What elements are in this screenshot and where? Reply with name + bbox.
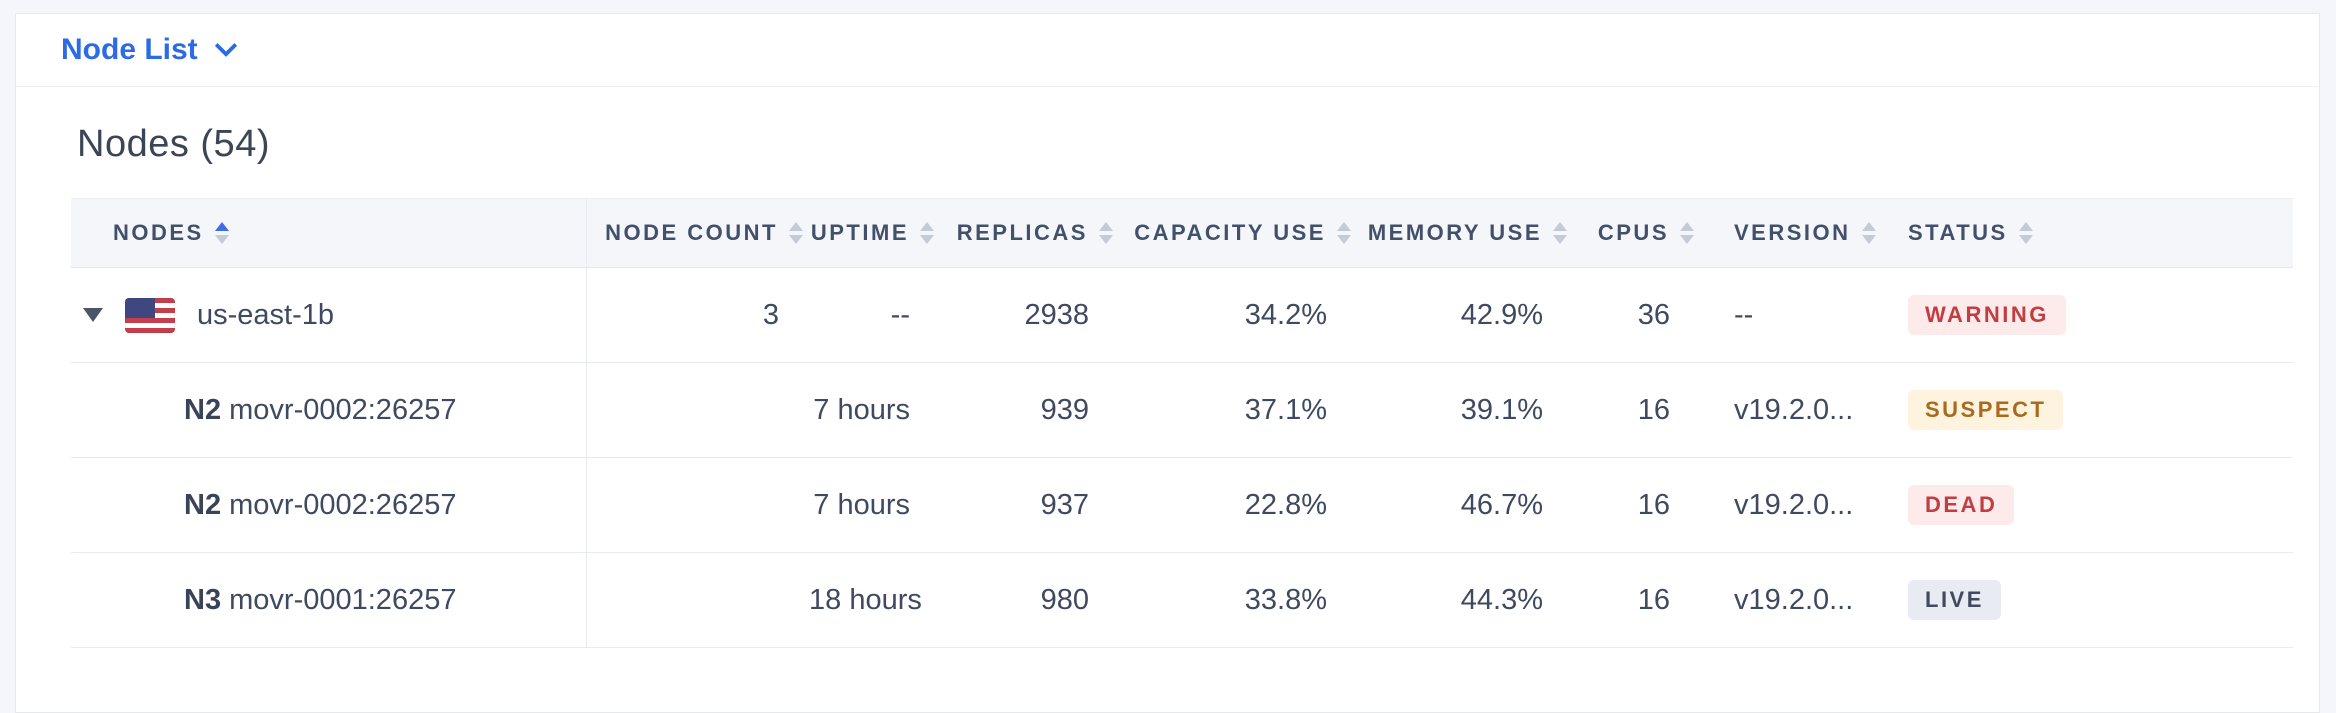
table-row-node[interactable]: N2 movr-0002:26257 7 hours 939 37.1% 39.…: [71, 362, 2293, 458]
capacity-use-cell: 37.1%: [1244, 393, 1327, 426]
table-row-node[interactable]: N3 movr-0001:26257 18 hours 980 33.8% 44…: [71, 552, 2293, 648]
sort-icon: [2018, 222, 2033, 244]
status-cell: SUSPECT: [1881, 363, 2293, 458]
uptime-cell: --: [890, 298, 910, 331]
version-cell: --: [1734, 298, 1754, 331]
node-name-cell: N2 movr-0002:26257: [71, 457, 587, 553]
replicas-cell: 2938: [1024, 298, 1089, 331]
sort-icon: [1861, 222, 1876, 244]
expand-caret-icon[interactable]: [83, 308, 103, 322]
column-label: NODE COUNT: [605, 220, 778, 245]
content: Nodes (54) NODES NODE: [16, 123, 2319, 648]
node-address: movr-0002:26257: [229, 488, 457, 521]
status-badge: SUSPECT: [1908, 390, 2064, 430]
uptime-cell: 18 hours: [809, 583, 922, 616]
column-label: CAPACITY USE: [1134, 220, 1326, 245]
memory-use-cell: 42.9%: [1460, 298, 1543, 331]
status-badge: DEAD: [1908, 485, 2015, 525]
status-cell: LIVE: [1881, 553, 2293, 648]
replicas-cell: 939: [1040, 393, 1089, 426]
uptime-cell: 7 hours: [813, 393, 910, 426]
table-row-node[interactable]: N2 movr-0002:26257 7 hours 937 22.8% 46.…: [71, 457, 2293, 553]
replicas-cell: 937: [1040, 488, 1089, 521]
cpus-cell: 16: [1637, 488, 1670, 521]
sort-icon: [920, 222, 934, 244]
node-address: movr-0002:26257: [229, 393, 457, 426]
region-name: us-east-1b: [197, 298, 335, 331]
column-header-node-count[interactable]: NODE COUNT: [586, 198, 809, 268]
uptime-cell: 7 hours: [813, 488, 910, 521]
column-label: VERSION: [1734, 220, 1851, 245]
table-row-region-us-east-1b[interactable]: us-east-1b 3 -- 2938 34.2% 42.9% 36 -- W…: [71, 267, 2293, 363]
nodes-table: NODES NODE COUNT UPTIME: [71, 198, 2293, 648]
version-cell: v19.2.0...: [1734, 488, 1854, 521]
sort-icon: [1680, 222, 1694, 244]
node-list-card: Node List Nodes (54) NODES: [15, 13, 2320, 713]
card-header: Node List: [16, 14, 2319, 87]
version-cell: v19.2.0...: [1734, 583, 1854, 616]
node-list-dropdown-label: Node List: [61, 33, 198, 66]
memory-use-cell: 44.3%: [1460, 583, 1543, 616]
column-header-uptime[interactable]: UPTIME: [809, 198, 940, 268]
node-count-cell: 3: [762, 298, 779, 331]
column-label: REPLICAS: [956, 220, 1088, 245]
column-label: MEMORY USE: [1367, 220, 1542, 245]
us-flag-icon: [125, 297, 175, 333]
replicas-cell: 980: [1040, 583, 1089, 616]
column-label: STATUS: [1908, 220, 2008, 245]
column-header-cpus[interactable]: CPUS: [1573, 198, 1700, 268]
memory-use-cell: 46.7%: [1460, 488, 1543, 521]
column-header-nodes[interactable]: NODES: [71, 198, 587, 268]
status-cell: DEAD: [1881, 458, 2293, 553]
status-cell: WARNING: [1881, 268, 2293, 363]
cpus-cell: 36: [1637, 298, 1670, 331]
column-header-memory-use[interactable]: MEMORY USE: [1357, 198, 1573, 268]
capacity-use-cell: 22.8%: [1244, 488, 1327, 521]
column-header-replicas[interactable]: REPLICAS: [940, 198, 1119, 268]
column-label: UPTIME: [810, 220, 909, 245]
node-name-cell: N3 movr-0001:26257: [71, 552, 587, 648]
node-name-cell: N2 movr-0002:26257: [71, 362, 587, 458]
column-label: CPUS: [1597, 220, 1669, 245]
capacity-use-cell: 34.2%: [1244, 298, 1327, 331]
table-header-row: NODES NODE COUNT UPTIME: [71, 198, 2293, 268]
node-id: N3: [184, 583, 230, 616]
region-name-cell: us-east-1b: [71, 267, 587, 363]
column-header-capacity-use[interactable]: CAPACITY USE: [1119, 198, 1357, 268]
node-id: N2: [184, 488, 230, 521]
page-title: Nodes (54): [77, 123, 270, 165]
sort-icon: [214, 222, 229, 244]
sort-icon: [1553, 222, 1567, 244]
node-address: movr-0001:26257: [229, 583, 457, 616]
capacity-use-cell: 33.8%: [1244, 583, 1327, 616]
column-header-version[interactable]: VERSION: [1700, 198, 1881, 268]
sort-icon: [789, 222, 803, 244]
chevron-down-icon: [214, 34, 237, 58]
node-list-dropdown[interactable]: Node List: [61, 33, 237, 67]
cpus-cell: 16: [1637, 583, 1670, 616]
status-badge: LIVE: [1908, 580, 2001, 620]
column-label: NODES: [113, 220, 204, 245]
cpus-cell: 16: [1637, 393, 1670, 426]
node-count-cell: [586, 553, 809, 648]
status-badge: WARNING: [1908, 295, 2066, 335]
node-count-cell: [586, 363, 809, 458]
version-cell: v19.2.0...: [1734, 393, 1854, 426]
memory-use-cell: 39.1%: [1460, 393, 1543, 426]
column-header-status[interactable]: STATUS: [1881, 198, 2293, 268]
sort-icon: [1099, 222, 1113, 244]
sort-icon: [1337, 222, 1351, 244]
node-id: N2: [184, 393, 230, 426]
node-count-cell: [586, 458, 809, 553]
